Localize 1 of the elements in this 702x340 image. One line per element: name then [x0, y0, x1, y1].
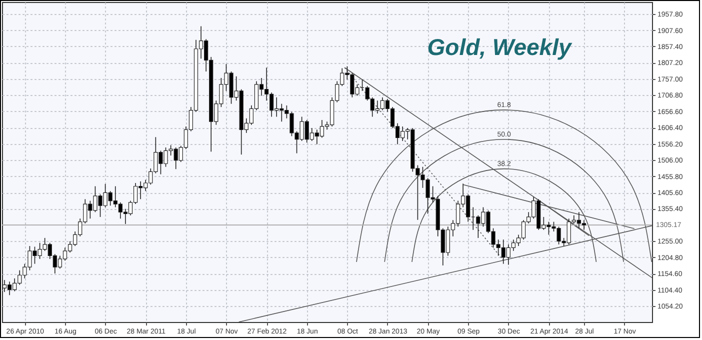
text: Gold, Weekly: [427, 34, 572, 60]
